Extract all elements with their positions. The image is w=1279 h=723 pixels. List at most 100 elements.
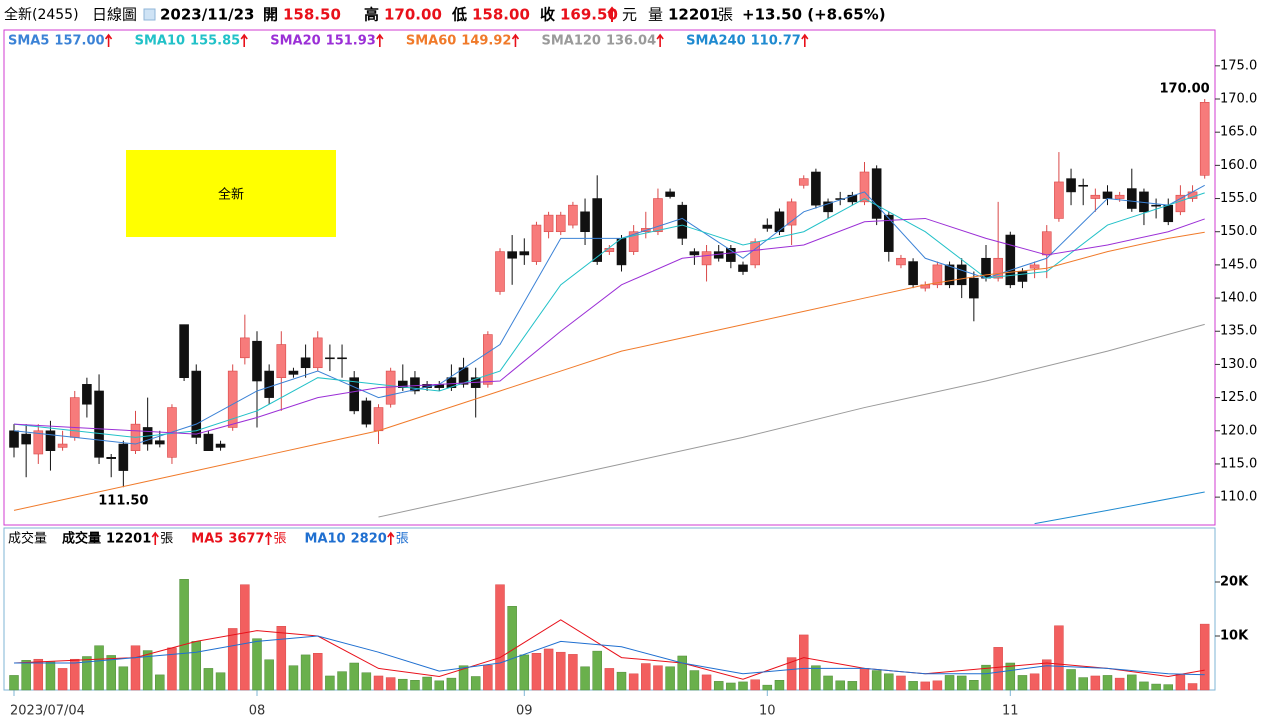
legend-value: 110.77 (751, 34, 801, 49)
y-tick-label: 130.0 (1220, 357, 1257, 372)
candle-body (555, 214, 566, 233)
volume-bar (701, 674, 712, 691)
candle-body (568, 204, 578, 226)
volume-bar (361, 672, 372, 691)
volume-bar (689, 670, 700, 691)
volume-bar (21, 660, 31, 691)
volume-bar (227, 628, 238, 691)
volume-bar (1066, 669, 1076, 691)
volume-bar (1199, 623, 1210, 691)
volume-bar (823, 675, 833, 691)
y-tick-label: 135.0 (1220, 324, 1257, 339)
candle-body (33, 430, 44, 455)
candle-body (300, 357, 311, 369)
legend-name: SMA20 (270, 34, 320, 49)
candle-body (653, 198, 663, 233)
volume-bar (300, 654, 311, 691)
volume-bar (82, 656, 92, 691)
ma-line (1034, 491, 1205, 525)
up-arrow (376, 33, 384, 47)
y-tick-label: 145.0 (1220, 257, 1257, 272)
unit: 元 (622, 6, 637, 24)
x-tick-label: 2023/07/04 (10, 704, 85, 719)
volume-bar (33, 658, 44, 691)
candle-body (483, 334, 493, 385)
ma-line (13, 217, 1205, 435)
period: 日線圖 (92, 6, 137, 24)
volume-bar (653, 665, 663, 691)
up-arrow (104, 33, 113, 47)
legend-value: 149.92 (461, 34, 511, 49)
volume-bar (604, 668, 615, 691)
legend-name: SMA5 (8, 34, 49, 49)
low-annotation: 111.50 (98, 494, 148, 509)
up-arrow (656, 33, 664, 47)
volume-bar (276, 626, 287, 691)
candle-body (628, 231, 639, 252)
legend-value: 12201 (106, 532, 151, 547)
up-arrow (387, 531, 395, 545)
candle-body (495, 251, 505, 292)
candle-body (774, 211, 785, 233)
ma-line (13, 192, 1205, 438)
candle-body (94, 390, 104, 458)
candle-body (823, 201, 833, 213)
legend-unit: 張 (160, 532, 173, 547)
volume-bar (641, 663, 651, 691)
legend-value: 151.93 (326, 34, 376, 49)
candle-body (325, 357, 335, 360)
x-tick-label: 08 (249, 704, 266, 719)
volume: 12201 (668, 6, 720, 24)
candle-body (118, 443, 129, 471)
stamp-text: 全新 (218, 187, 244, 203)
volume-bar (373, 675, 384, 691)
volume-bar (750, 679, 760, 691)
candle-body (9, 430, 19, 448)
candle-body (1041, 231, 1052, 256)
volume-bar (871, 670, 882, 691)
candle-body (738, 264, 748, 272)
candle-body (1005, 234, 1016, 286)
candle-body (1151, 204, 1161, 207)
candle-body (82, 384, 92, 405)
candle-body (1163, 204, 1174, 223)
up-arrow (264, 531, 273, 545)
change: +13.50 (+8.65%) (742, 6, 886, 24)
dropdown-icon[interactable] (143, 8, 156, 21)
date: 2023/11/23 (160, 6, 254, 24)
candle-body (896, 257, 906, 266)
volume-bar (835, 680, 845, 691)
volume-bar (288, 665, 299, 691)
volume-bar (1187, 683, 1198, 691)
header-bar (0, 0, 1279, 28)
volume-bar (191, 641, 201, 691)
legend-name: SMA10 (135, 34, 185, 49)
volume-bar (1090, 675, 1101, 691)
volume-bar (1163, 684, 1173, 691)
volume-bar (847, 681, 858, 691)
field-value: 169.50 (560, 6, 618, 24)
candle-body (956, 264, 967, 286)
volume-bar (580, 666, 590, 691)
volume-bar (446, 677, 457, 691)
candle-body (458, 367, 469, 385)
volume-bar (1054, 625, 1064, 691)
volume-bar (786, 657, 797, 691)
legend-name: SMA60 (406, 34, 456, 49)
candle-body (665, 191, 675, 197)
candle-body (215, 443, 226, 448)
volume-bar (628, 673, 639, 691)
volume-bar (884, 673, 894, 691)
candle-body (45, 430, 56, 451)
candle-body (993, 257, 1003, 279)
volume-bar (531, 653, 542, 691)
candle-body (507, 251, 517, 259)
candle-body (106, 457, 116, 459)
volume-bar (458, 665, 469, 691)
volume-bar (616, 671, 627, 691)
volume-bar (1102, 675, 1113, 691)
volume-bar (859, 668, 870, 691)
candle-body (1054, 181, 1064, 219)
volume-bar (70, 658, 80, 691)
